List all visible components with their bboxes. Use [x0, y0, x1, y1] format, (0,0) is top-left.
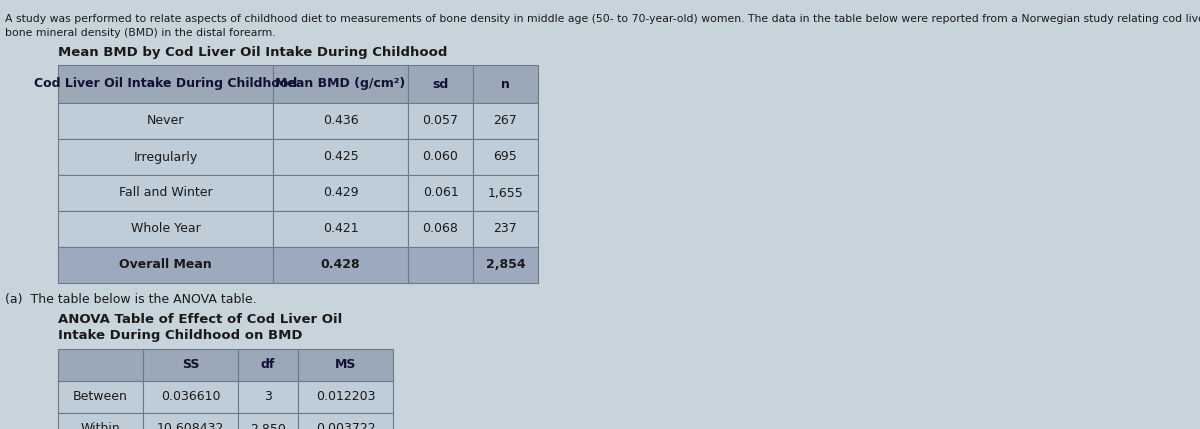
Bar [58, 211, 274, 247]
Text: ANOVA Table of Effect of Cod Liver Oil: ANOVA Table of Effect of Cod Liver Oil [58, 313, 342, 326]
Bar [274, 103, 408, 139]
Bar [274, 211, 408, 247]
Bar [408, 175, 473, 211]
Text: (a)  The table below is the ANOVA table.: (a) The table below is the ANOVA table. [5, 293, 257, 306]
Text: 2,854: 2,854 [486, 259, 526, 272]
Bar [58, 103, 274, 139]
Bar [143, 349, 238, 381]
Text: 0.003722: 0.003722 [316, 423, 376, 429]
Text: 2,850: 2,850 [250, 423, 286, 429]
Bar [298, 413, 394, 429]
Text: 3: 3 [264, 390, 272, 404]
Bar [473, 211, 538, 247]
Text: 267: 267 [493, 115, 517, 127]
Bar [58, 349, 143, 381]
Text: n: n [502, 78, 510, 91]
Bar [274, 175, 408, 211]
Text: SS: SS [181, 359, 199, 372]
Bar [238, 349, 298, 381]
Bar [274, 65, 408, 103]
Bar [473, 103, 538, 139]
Text: 0.429: 0.429 [323, 187, 359, 199]
Text: Cod Liver Oil Intake During Childhood: Cod Liver Oil Intake During Childhood [34, 78, 298, 91]
Text: bone mineral density (BMD) in the distal forearm.: bone mineral density (BMD) in the distal… [5, 28, 276, 38]
Bar [473, 247, 538, 283]
Bar [58, 175, 274, 211]
Text: 695: 695 [493, 151, 517, 163]
Text: Mean BMD by Cod Liver Oil Intake During Childhood: Mean BMD by Cod Liver Oil Intake During … [58, 46, 448, 59]
Text: 0.060: 0.060 [422, 151, 458, 163]
Bar [408, 247, 473, 283]
Text: 0.012203: 0.012203 [316, 390, 376, 404]
Text: 10.608432: 10.608432 [157, 423, 224, 429]
Text: Between: Between [73, 390, 128, 404]
Text: MS: MS [335, 359, 356, 372]
Bar [58, 413, 143, 429]
Text: A study was performed to relate aspects of childhood diet to measurements of bon: A study was performed to relate aspects … [5, 14, 1200, 24]
Text: 0.436: 0.436 [323, 115, 359, 127]
Text: df: df [260, 359, 275, 372]
Bar [238, 413, 298, 429]
Bar [408, 65, 473, 103]
Text: Intake During Childhood on BMD: Intake During Childhood on BMD [58, 329, 302, 342]
Bar [58, 247, 274, 283]
Bar [143, 413, 238, 429]
Text: sd: sd [432, 78, 449, 91]
Bar [298, 381, 394, 413]
Bar [408, 139, 473, 175]
Bar [58, 139, 274, 175]
Bar [58, 65, 274, 103]
Bar [298, 349, 394, 381]
Bar [408, 211, 473, 247]
Text: 1,655: 1,655 [487, 187, 523, 199]
Bar [408, 103, 473, 139]
Text: 237: 237 [493, 223, 517, 236]
Bar [274, 247, 408, 283]
Text: Never: Never [146, 115, 184, 127]
Bar [238, 381, 298, 413]
Text: 0.036610: 0.036610 [161, 390, 221, 404]
Text: 0.068: 0.068 [422, 223, 458, 236]
Text: 0.057: 0.057 [422, 115, 458, 127]
Bar [58, 381, 143, 413]
Text: 0.061: 0.061 [422, 187, 458, 199]
Text: 0.425: 0.425 [323, 151, 359, 163]
Bar [274, 139, 408, 175]
Text: Within: Within [80, 423, 120, 429]
Text: Mean BMD (g/cm²): Mean BMD (g/cm²) [275, 78, 406, 91]
Text: Fall and Winter: Fall and Winter [119, 187, 212, 199]
Text: Irregularly: Irregularly [133, 151, 198, 163]
Bar [473, 139, 538, 175]
Text: Overall Mean: Overall Mean [119, 259, 212, 272]
Bar [143, 381, 238, 413]
Text: 0.421: 0.421 [323, 223, 359, 236]
Text: Whole Year: Whole Year [131, 223, 200, 236]
Bar [473, 65, 538, 103]
Bar [473, 175, 538, 211]
Text: 0.428: 0.428 [320, 259, 360, 272]
